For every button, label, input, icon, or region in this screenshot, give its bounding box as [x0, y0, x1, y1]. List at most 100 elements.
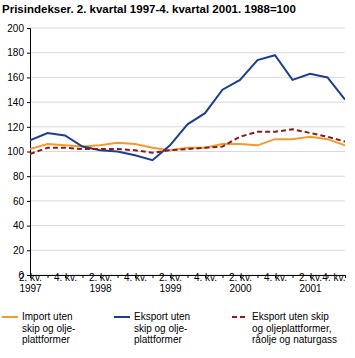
legend-label: Import utenskip og olje-plattformer: [22, 311, 75, 345]
grid-line: [30, 151, 345, 152]
grid-line: [30, 52, 345, 53]
x-tick-label-line: 1999: [159, 283, 182, 294]
x-tick-mark: [188, 275, 189, 278]
x-tick-mark: [293, 275, 294, 278]
x-tick-label: 2. kv.1998: [89, 272, 112, 294]
x-tick-label-line: 2001: [299, 283, 322, 294]
x-tick-label-line: 2. kv.: [159, 272, 182, 283]
grid-line: [30, 250, 345, 251]
y-tick-mark: [27, 102, 30, 103]
x-tick-mark: [83, 275, 84, 278]
x-tick: 4. kv.: [264, 272, 287, 283]
y-tick: 40: [13, 220, 30, 231]
legend-label-line: og oljeplattformer,: [252, 323, 332, 334]
x-axis: 2. kv.19974. kv.2. kv.19984. kv.2. kv.19…: [19, 272, 346, 294]
x-tick: [223, 275, 224, 278]
legend-label: Eksport utenskip og olje-plattformer: [134, 311, 190, 345]
x-tick-label: 2. kv.2001: [299, 272, 322, 294]
legend-label-line: skip og olje-: [134, 323, 187, 334]
y-tick-mark: [27, 201, 30, 202]
y-tick-label: 60: [13, 196, 25, 207]
x-tick-label: 4. kv.: [264, 272, 287, 283]
x-tick: 2. kv.1999: [159, 272, 182, 294]
x-tick-label-line: 2. kv.: [89, 272, 112, 283]
legend-label-line: skip og olje-: [22, 323, 75, 334]
x-tick-label: 4. kv.: [322, 272, 345, 283]
x-tick: [48, 275, 49, 278]
x-tick: [153, 275, 154, 278]
y-tick: 180: [7, 47, 30, 58]
x-tick-mark: [223, 275, 224, 278]
y-tick: 60: [13, 196, 30, 207]
x-tick-label-line: 4. kv.: [322, 272, 345, 283]
legend-label-line: Eksport uten: [134, 311, 190, 322]
x-tick: 4. kv.: [194, 272, 217, 283]
legend-label-line: Import uten: [22, 311, 73, 322]
x-tick-label: 2. kv.1997: [19, 272, 42, 294]
x-tick: 4. kv.: [322, 272, 345, 283]
y-axis: 020406080100120140160180200: [7, 23, 30, 281]
x-tick-mark: [258, 275, 259, 278]
y-tick: 160: [7, 72, 30, 83]
y-tick-label: 80: [13, 171, 25, 182]
x-tick-label-line: 4. kv.: [124, 272, 147, 283]
x-tick-label-line: 4. kv.: [194, 272, 217, 283]
legend-label-line: råolje og naturgass: [252, 334, 337, 345]
y-tick: 200: [7, 23, 30, 34]
legend-swatch: [2, 316, 18, 318]
x-tick: 4. kv.: [54, 272, 77, 283]
x-tick-mark: [153, 275, 154, 278]
grid-line: [30, 200, 345, 201]
y-tick: 100: [7, 146, 30, 157]
x-tick-label: 4. kv.: [194, 272, 217, 283]
y-tick: 80: [13, 171, 30, 182]
x-tick-label-line: 1997: [19, 283, 42, 294]
legend-label-line: plattformer: [22, 334, 70, 345]
y-tick-mark: [27, 226, 30, 227]
plot-area: [30, 55, 345, 160]
x-tick-label-line: 2. kv.: [19, 272, 42, 283]
legend-label-line: plattformer: [134, 334, 182, 345]
x-tick: 4. kv.: [124, 272, 147, 283]
x-tick: [118, 275, 119, 278]
y-tick-mark: [27, 152, 30, 153]
x-tick-mark: [48, 275, 49, 278]
x-tick-label-line: 2000: [229, 283, 252, 294]
y-tick-label: 40: [13, 220, 25, 231]
x-tick-label: 2. kv.2000: [229, 272, 252, 294]
grid-line: [30, 28, 345, 29]
series-line: [30, 129, 345, 154]
y-tick-label: 160: [7, 72, 24, 83]
x-tick: 2. kv.1998: [89, 272, 112, 294]
x-tick-label-line: 4. kv.: [54, 272, 77, 283]
chart: Prisindekser. 2. kvartal 1997-4. kvartal…: [0, 0, 355, 358]
grid-line: [30, 176, 345, 177]
x-tick: [83, 275, 84, 278]
y-tick-mark: [27, 176, 30, 177]
y-tick-label: 200: [7, 23, 24, 34]
y-tick-label: 100: [7, 146, 24, 157]
x-tick: 2. kv.2000: [229, 272, 252, 294]
x-tick: [258, 275, 259, 278]
x-tick-label: 2. kv.1999: [159, 272, 182, 294]
y-tick: 120: [7, 122, 30, 133]
x-tick-label-line: 2. kv.: [229, 272, 252, 283]
y-tick-mark: [27, 28, 30, 29]
legend-swatch: [232, 316, 248, 318]
legend-label: Eksport uten skipog oljeplattformer,råol…: [252, 311, 337, 345]
legend-swatch: [114, 316, 130, 318]
x-tick-label-line: 4. kv.: [264, 272, 287, 283]
y-tick-label: 120: [7, 122, 24, 133]
grid-line: [30, 102, 345, 103]
y-axis-line: [27, 29, 31, 276]
y-tick-mark: [27, 53, 30, 54]
x-tick-mark: [118, 275, 119, 278]
y-tick-label: 140: [7, 97, 24, 108]
x-tick: [188, 275, 189, 278]
y-tick-label: 180: [7, 47, 24, 58]
y-tick: 20: [13, 245, 30, 256]
y-tick-mark: [27, 127, 30, 128]
y-tick-mark: [27, 250, 30, 251]
y-tick-label: 20: [13, 245, 25, 256]
grid-line: [30, 225, 345, 226]
